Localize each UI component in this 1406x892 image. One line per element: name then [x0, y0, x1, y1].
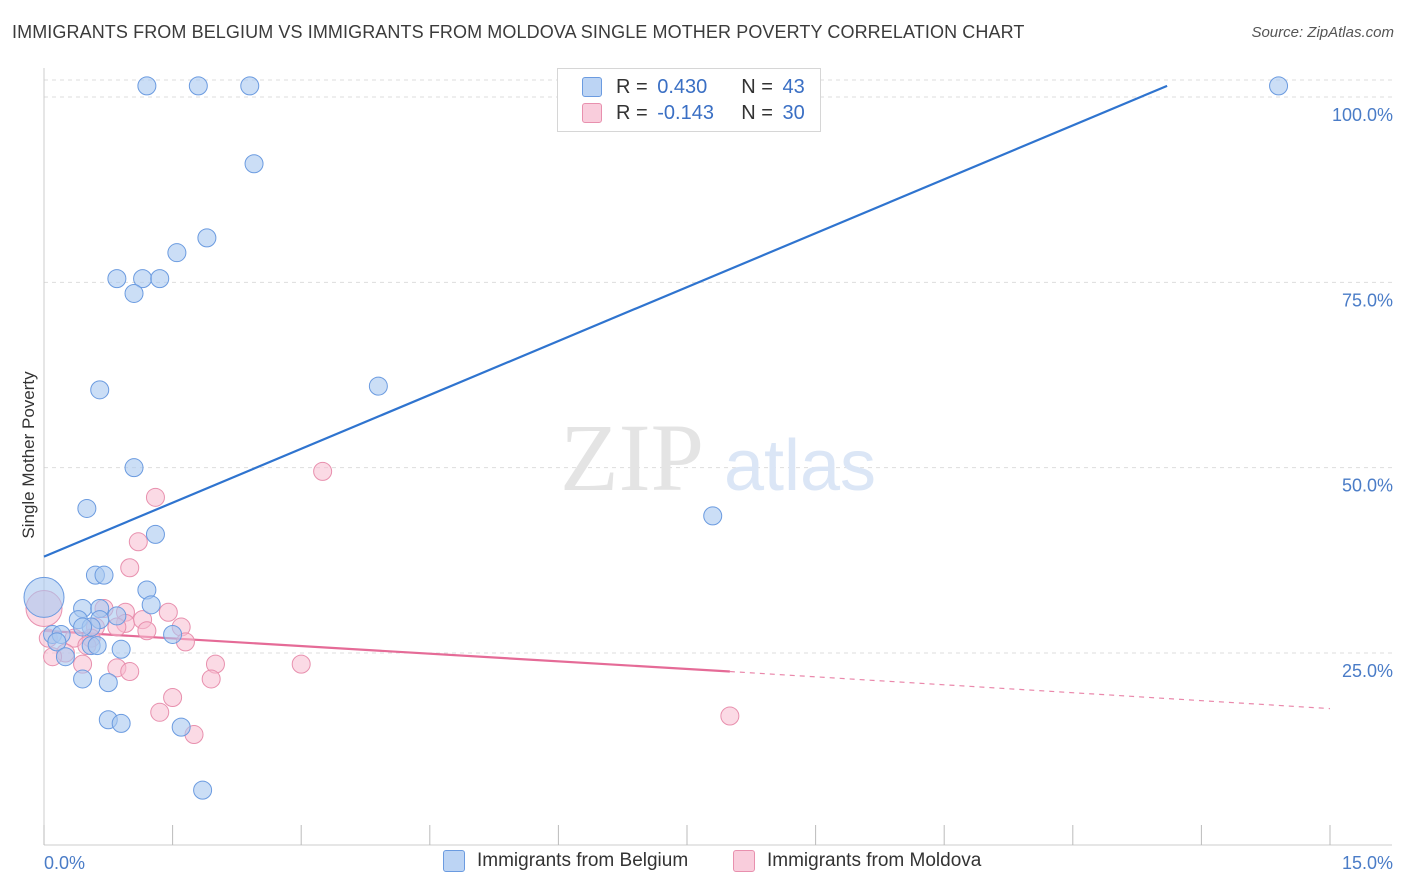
- watermark-atlas: atlas: [724, 426, 876, 506]
- y-tick-label: 100.0%: [1332, 105, 1393, 125]
- moldova-point: [150, 702, 170, 722]
- belgium-point: [703, 506, 723, 526]
- moldova-swatch: [582, 103, 602, 123]
- source-label: Source: ZipAtlas.com: [1251, 24, 1394, 41]
- belgium-point: [107, 269, 127, 289]
- legend-n-value: 43: [782, 75, 805, 98]
- belgium-point: [145, 524, 165, 544]
- moldova-point: [145, 487, 165, 507]
- belgium-point: [98, 673, 118, 693]
- belgium-point: [73, 669, 93, 689]
- legend-r-value: -0.143: [657, 101, 714, 124]
- moldova-point: [201, 669, 221, 689]
- belgium-point: [90, 380, 110, 400]
- moldova-legend-swatch: [733, 850, 755, 872]
- belgium-point: [368, 376, 388, 396]
- belgium-point: [197, 228, 217, 248]
- legend-n-label: N =: [741, 101, 773, 124]
- moldova-point: [120, 662, 140, 682]
- belgium-point: [107, 606, 127, 626]
- belgium-point: [23, 576, 65, 618]
- belgium-point: [111, 713, 131, 733]
- moldova-trend-line: [43, 629, 730, 673]
- legend-r-label: R =: [616, 75, 648, 98]
- belgium-point: [124, 458, 144, 478]
- belgium-point: [163, 624, 183, 644]
- y-axis-label: Single Mother Poverty: [19, 371, 38, 539]
- moldova-trend-extension: [729, 670, 1331, 710]
- belgium-point: [124, 283, 144, 303]
- belgium-point: [73, 617, 93, 637]
- moldova-point: [313, 461, 333, 481]
- legend-row-moldova: R = -0.143 N = 30: [582, 100, 805, 126]
- belgium-point: [188, 76, 208, 96]
- belgium-point: [1269, 76, 1289, 96]
- legend-r-value: 0.430: [657, 75, 708, 98]
- belgium-point: [141, 595, 161, 615]
- belgium-point: [111, 639, 131, 659]
- belgium-point: [47, 632, 67, 652]
- moldova-legend-label: Immigrants from Moldova: [767, 850, 982, 871]
- belgium-point: [87, 636, 107, 656]
- belgium-point: [55, 647, 75, 667]
- watermark: ZIP atlas: [560, 404, 876, 511]
- moldova-point: [137, 621, 157, 641]
- moldova-point: [291, 654, 311, 674]
- moldova-point: [163, 687, 183, 707]
- moldova-point: [158, 602, 178, 622]
- legend-n-value: 30: [782, 101, 805, 124]
- x-tick-label: 0.0%: [44, 853, 85, 873]
- y-tick-label: 25.0%: [1342, 661, 1393, 681]
- y-tick-label: 50.0%: [1342, 476, 1393, 496]
- belgium-point: [244, 154, 264, 174]
- belgium-point: [150, 269, 170, 289]
- belgium-trend-line: [43, 84, 1168, 558]
- belgium-legend-label: Immigrants from Belgium: [477, 850, 689, 871]
- belgium-point: [137, 76, 157, 96]
- legend-r-label: R =: [616, 101, 648, 124]
- correlation-legend: R = 0.430 N = 43 R = -0.143 N = 30: [557, 68, 821, 132]
- belgium-point: [167, 243, 187, 263]
- chart-title: IMMIGRANTS FROM BELGIUM VS IMMIGRANTS FR…: [12, 22, 1025, 42]
- moldova-point: [720, 706, 740, 726]
- belgium-point: [240, 76, 260, 96]
- legend-row-belgium: R = 0.430 N = 43: [582, 74, 805, 100]
- belgium-point: [171, 717, 191, 737]
- tick-labels: 25.0% 50.0% 75.0% 100.0% 0.0% 15.0%: [44, 105, 1393, 873]
- moldova-point: [128, 532, 148, 552]
- trend-lines: [43, 84, 1331, 710]
- y-tick-label: 75.0%: [1342, 290, 1393, 310]
- belgium-point: [77, 498, 97, 518]
- watermark-zip: ZIP: [560, 404, 704, 511]
- axes: [43, 68, 1392, 846]
- belgium-point: [193, 780, 213, 800]
- legend-n-label: N =: [741, 75, 773, 98]
- x-tick-label: 15.0%: [1342, 853, 1393, 873]
- belgium-swatch: [582, 77, 602, 97]
- legend-item-moldova: Immigrants from Moldova: [733, 850, 981, 872]
- belgium-point: [94, 565, 114, 585]
- moldova-point: [120, 558, 140, 578]
- data-points: [23, 76, 1289, 800]
- legend-item-belgium: Immigrants from Belgium: [443, 850, 688, 872]
- belgium-legend-swatch: [443, 850, 465, 872]
